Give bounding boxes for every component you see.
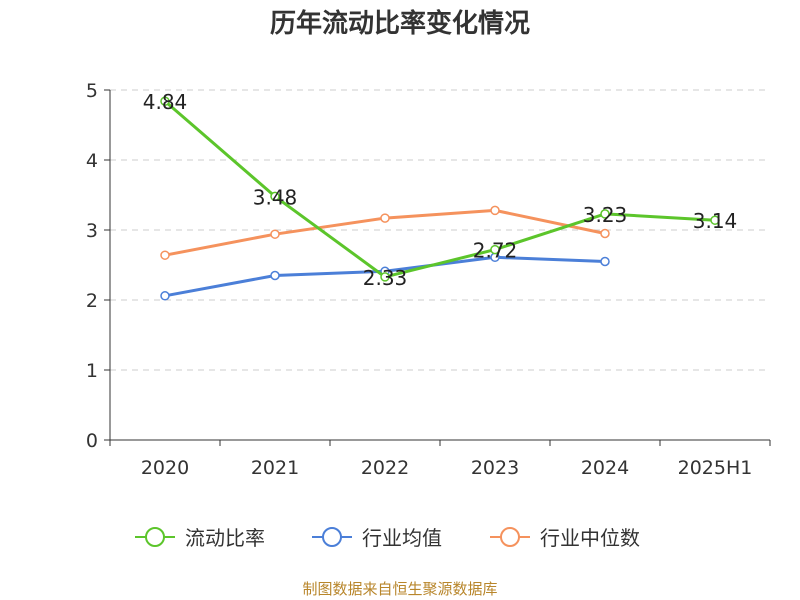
series-line-0 [164,100,716,279]
data-label: 3.14 [693,209,738,233]
x-tick-label: 2022 [361,457,409,479]
data-point [160,250,170,260]
legend: 流动比率 行业均值 行业中位数 [135,526,640,550]
legend-marker [322,527,342,547]
series-lines [160,96,720,301]
legend-marker [145,527,165,547]
x-tick-label: 2023 [471,457,519,479]
data-point [270,270,280,281]
data-point [380,213,390,223]
x-tick-label: 2020 [141,457,189,479]
x-tick-label: 2025H1 [678,457,753,479]
x-tick-label: 2024 [581,457,629,479]
y-tick-label: 0 [86,430,98,452]
data-point [710,215,720,225]
data-point [270,229,280,239]
legend-label: 流动比率 [185,526,265,550]
legend-label: 行业均值 [362,526,442,550]
axes: 0 1 2 3 4 5 2020 2021 2022 2023 2024 2025H1 [86,80,771,479]
data-label: 4.84 [143,90,188,114]
chart-title: 历年流动比率变化情况 [269,9,530,39]
y-tick-label: 2 [86,290,98,312]
data-point [490,205,500,216]
data-label: 2.33 [363,266,408,290]
data-labels: 4.84 3.48 2.33 2.72 3.23 3.14 [143,90,738,290]
data-label: 2.72 [473,239,518,263]
legend-marker [500,527,520,547]
grid-lines [110,89,770,371]
y-tick-label: 1 [86,360,98,382]
data-point [490,244,500,255]
x-tick-label: 2021 [251,457,299,479]
legend-label: 行业中位数 [540,526,640,550]
source-note: 制图数据来自恒生聚源数据库 [302,580,498,598]
data-point [270,191,280,202]
data-point [600,228,610,239]
data-point [160,96,170,106]
y-tick-label: 4 [86,150,98,172]
data-point [600,256,610,267]
data-label: 3.23 [583,203,628,227]
y-tick-label: 5 [86,80,98,102]
data-point [160,291,170,301]
y-tick-label: 3 [86,220,98,242]
data-label: 3.48 [253,185,298,209]
data-point [380,272,390,282]
data-point [600,209,610,219]
